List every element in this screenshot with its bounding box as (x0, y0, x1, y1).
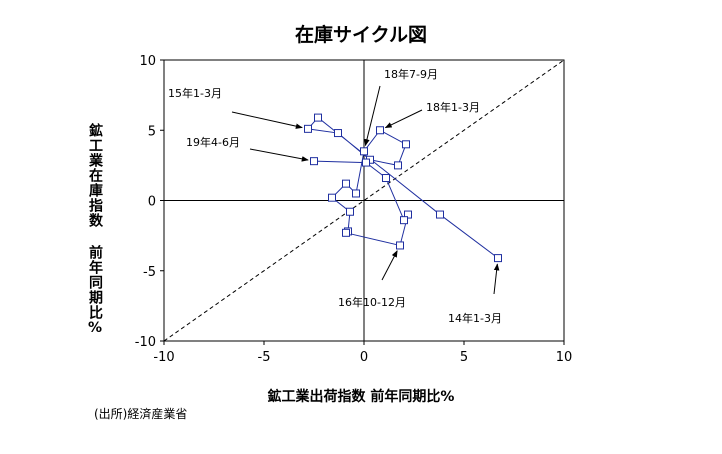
annotation-label: 16年10-12月 (338, 295, 406, 309)
y-tick-label: -5 (143, 265, 156, 280)
annotation-label: 14年1-3月 (448, 311, 502, 325)
data-point (346, 207, 354, 216)
data-point (362, 158, 370, 167)
annotation-label: 18年1-3月 (426, 100, 480, 114)
data-point (402, 140, 410, 149)
x-axis-label: 鉱工業出荷指数 前年同期比% (267, 389, 455, 405)
annotation-label: 15年1-3月 (168, 86, 222, 100)
chart-title: 在庫サイクル図 (294, 24, 428, 46)
y-axis-label: 鉱工業在庫指数 前年同期比% (87, 123, 103, 337)
data-point (310, 157, 318, 166)
series-line (307, 116, 499, 259)
annotation-arrow (384, 109, 423, 129)
data-point (334, 129, 342, 138)
data-point (352, 189, 360, 198)
x-tick-label: 5 (460, 350, 468, 365)
annotation-arrow (249, 148, 309, 162)
y-tick-label: -10 (135, 335, 156, 350)
x-tick-label: -10 (153, 350, 174, 365)
annotation-arrow (364, 85, 381, 147)
annotation-arrow (381, 250, 398, 281)
data-point (396, 241, 404, 250)
source-note: (出所)経済産業省 (94, 407, 188, 421)
data-point (400, 216, 408, 225)
y-tick-label: 10 (139, 54, 156, 69)
annotation-arrow (493, 263, 500, 295)
data-point (376, 126, 384, 135)
x-tick-label: -5 (258, 350, 271, 365)
data-point (342, 179, 350, 188)
y-tick-label: 5 (148, 124, 156, 139)
y-tick-label: 0 (148, 195, 156, 210)
annotation-arrow (231, 111, 303, 129)
annotation-label: 19年4-6月 (186, 135, 240, 149)
data-point (314, 113, 322, 122)
annotation-label: 18年7-9月 (384, 67, 438, 81)
data-point (436, 210, 444, 219)
data-point (304, 124, 312, 133)
data-point (382, 174, 390, 183)
reference-line (163, 59, 565, 342)
data-point (394, 161, 402, 170)
x-tick-label: 0 (360, 350, 368, 365)
data-point (328, 193, 336, 202)
x-tick-label: 10 (556, 350, 573, 365)
data-point (342, 228, 350, 237)
data-point (360, 147, 368, 156)
data-point (494, 254, 502, 263)
